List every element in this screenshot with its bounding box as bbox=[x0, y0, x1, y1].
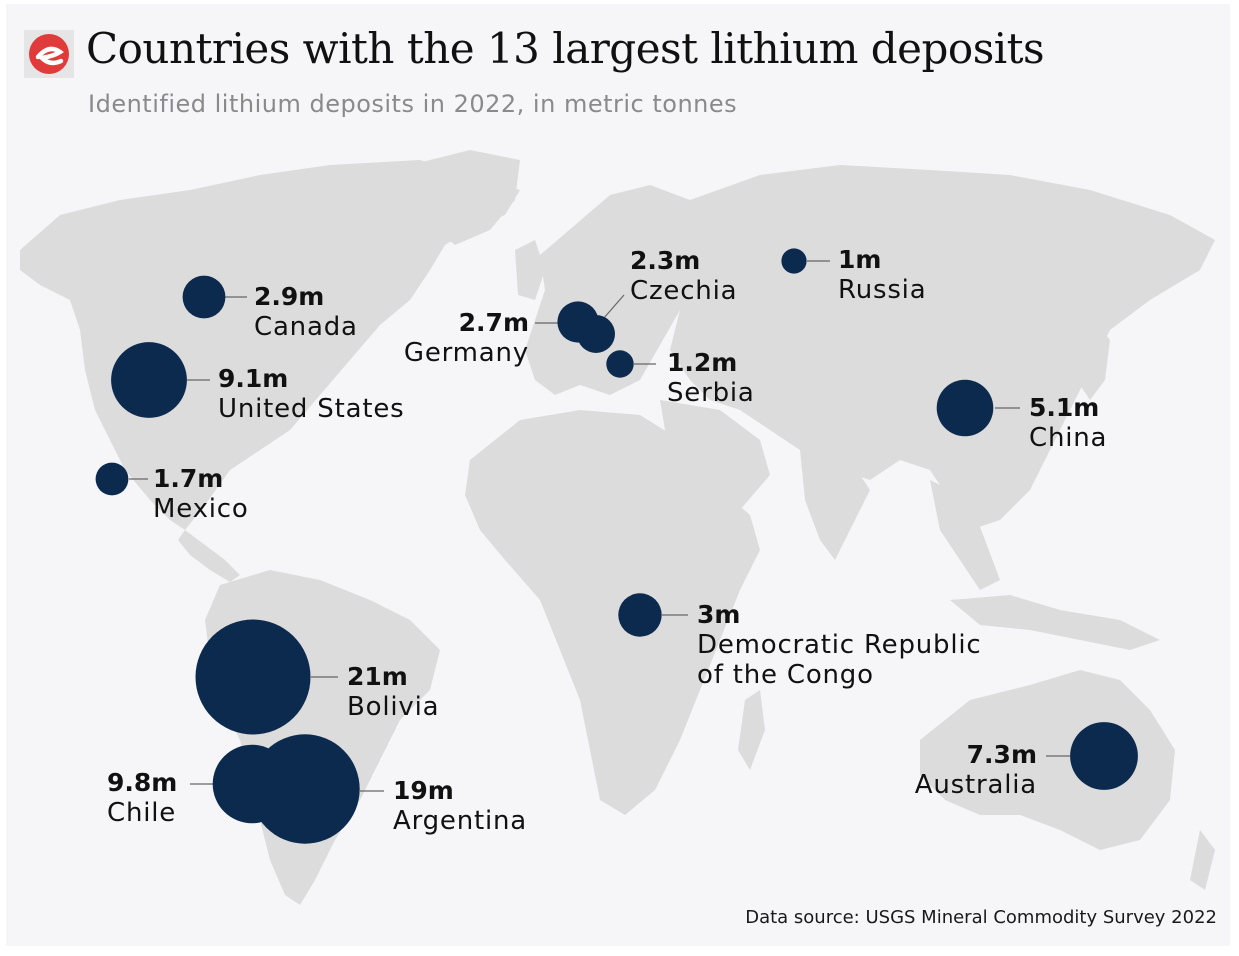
land-greenland bbox=[410, 150, 520, 245]
label-bolivia: 21m Bolivia bbox=[347, 662, 440, 722]
land-arabia bbox=[660, 400, 770, 510]
bubble-australia bbox=[1070, 722, 1138, 790]
bubble-argentina bbox=[250, 734, 360, 844]
land-uk bbox=[515, 240, 545, 300]
label-china: 5.1m China bbox=[1029, 393, 1108, 453]
land-australia bbox=[920, 670, 1175, 850]
land-se-asia bbox=[930, 480, 1000, 590]
bubble-china bbox=[936, 379, 994, 437]
label-argentina: 19m Argentina bbox=[393, 776, 528, 836]
label-dr-congo: 3m Democratic Republic of the Congo bbox=[697, 600, 982, 690]
label-canada: 2.9m Canada bbox=[254, 282, 358, 342]
bubble-russia bbox=[781, 248, 807, 274]
bubble-bolivia bbox=[195, 619, 311, 735]
land-new-zealand bbox=[1190, 830, 1215, 890]
brand-logo-icon bbox=[24, 30, 74, 78]
bubble-canada bbox=[182, 275, 226, 319]
land-europe bbox=[525, 185, 700, 395]
label-mexico: 1.7m Mexico bbox=[153, 464, 249, 524]
data-source: Data source: USGS Mineral Commodity Surv… bbox=[745, 907, 1217, 928]
label-russia: 1m Russia bbox=[838, 245, 927, 305]
page-subtitle: Identified lithium deposits in 2022, in … bbox=[88, 90, 738, 118]
label-chile: 9.8m Chile bbox=[107, 768, 178, 828]
land-asia bbox=[670, 165, 1215, 530]
land-india bbox=[800, 450, 870, 560]
label-serbia: 1.2m Serbia bbox=[667, 348, 755, 408]
bubble-czechia bbox=[577, 315, 615, 353]
land-madagascar bbox=[738, 690, 765, 770]
bubble-serbia bbox=[606, 350, 634, 378]
land-north-america bbox=[20, 160, 520, 530]
label-united-states: 9.1m United States bbox=[218, 364, 405, 424]
land-masses bbox=[20, 150, 1215, 905]
deposit-bubbles bbox=[95, 248, 1138, 844]
land-indonesia bbox=[950, 595, 1160, 650]
label-germany: 2.7m Germany bbox=[403, 308, 529, 368]
bubble-mexico bbox=[95, 462, 129, 496]
bubble-united-states bbox=[111, 342, 187, 418]
land-japan bbox=[1080, 320, 1110, 400]
land-central-america bbox=[178, 530, 240, 582]
label-australia: 7.3m Australia bbox=[914, 740, 1037, 800]
land-africa bbox=[465, 410, 760, 815]
label-czechia: 2.3m Czechia bbox=[630, 246, 738, 306]
bubble-democratic-republic-of-the-congo bbox=[618, 593, 662, 637]
page-title: Countries with the 13 largest lithium de… bbox=[86, 24, 1045, 73]
leader-lines bbox=[129, 260, 1070, 792]
